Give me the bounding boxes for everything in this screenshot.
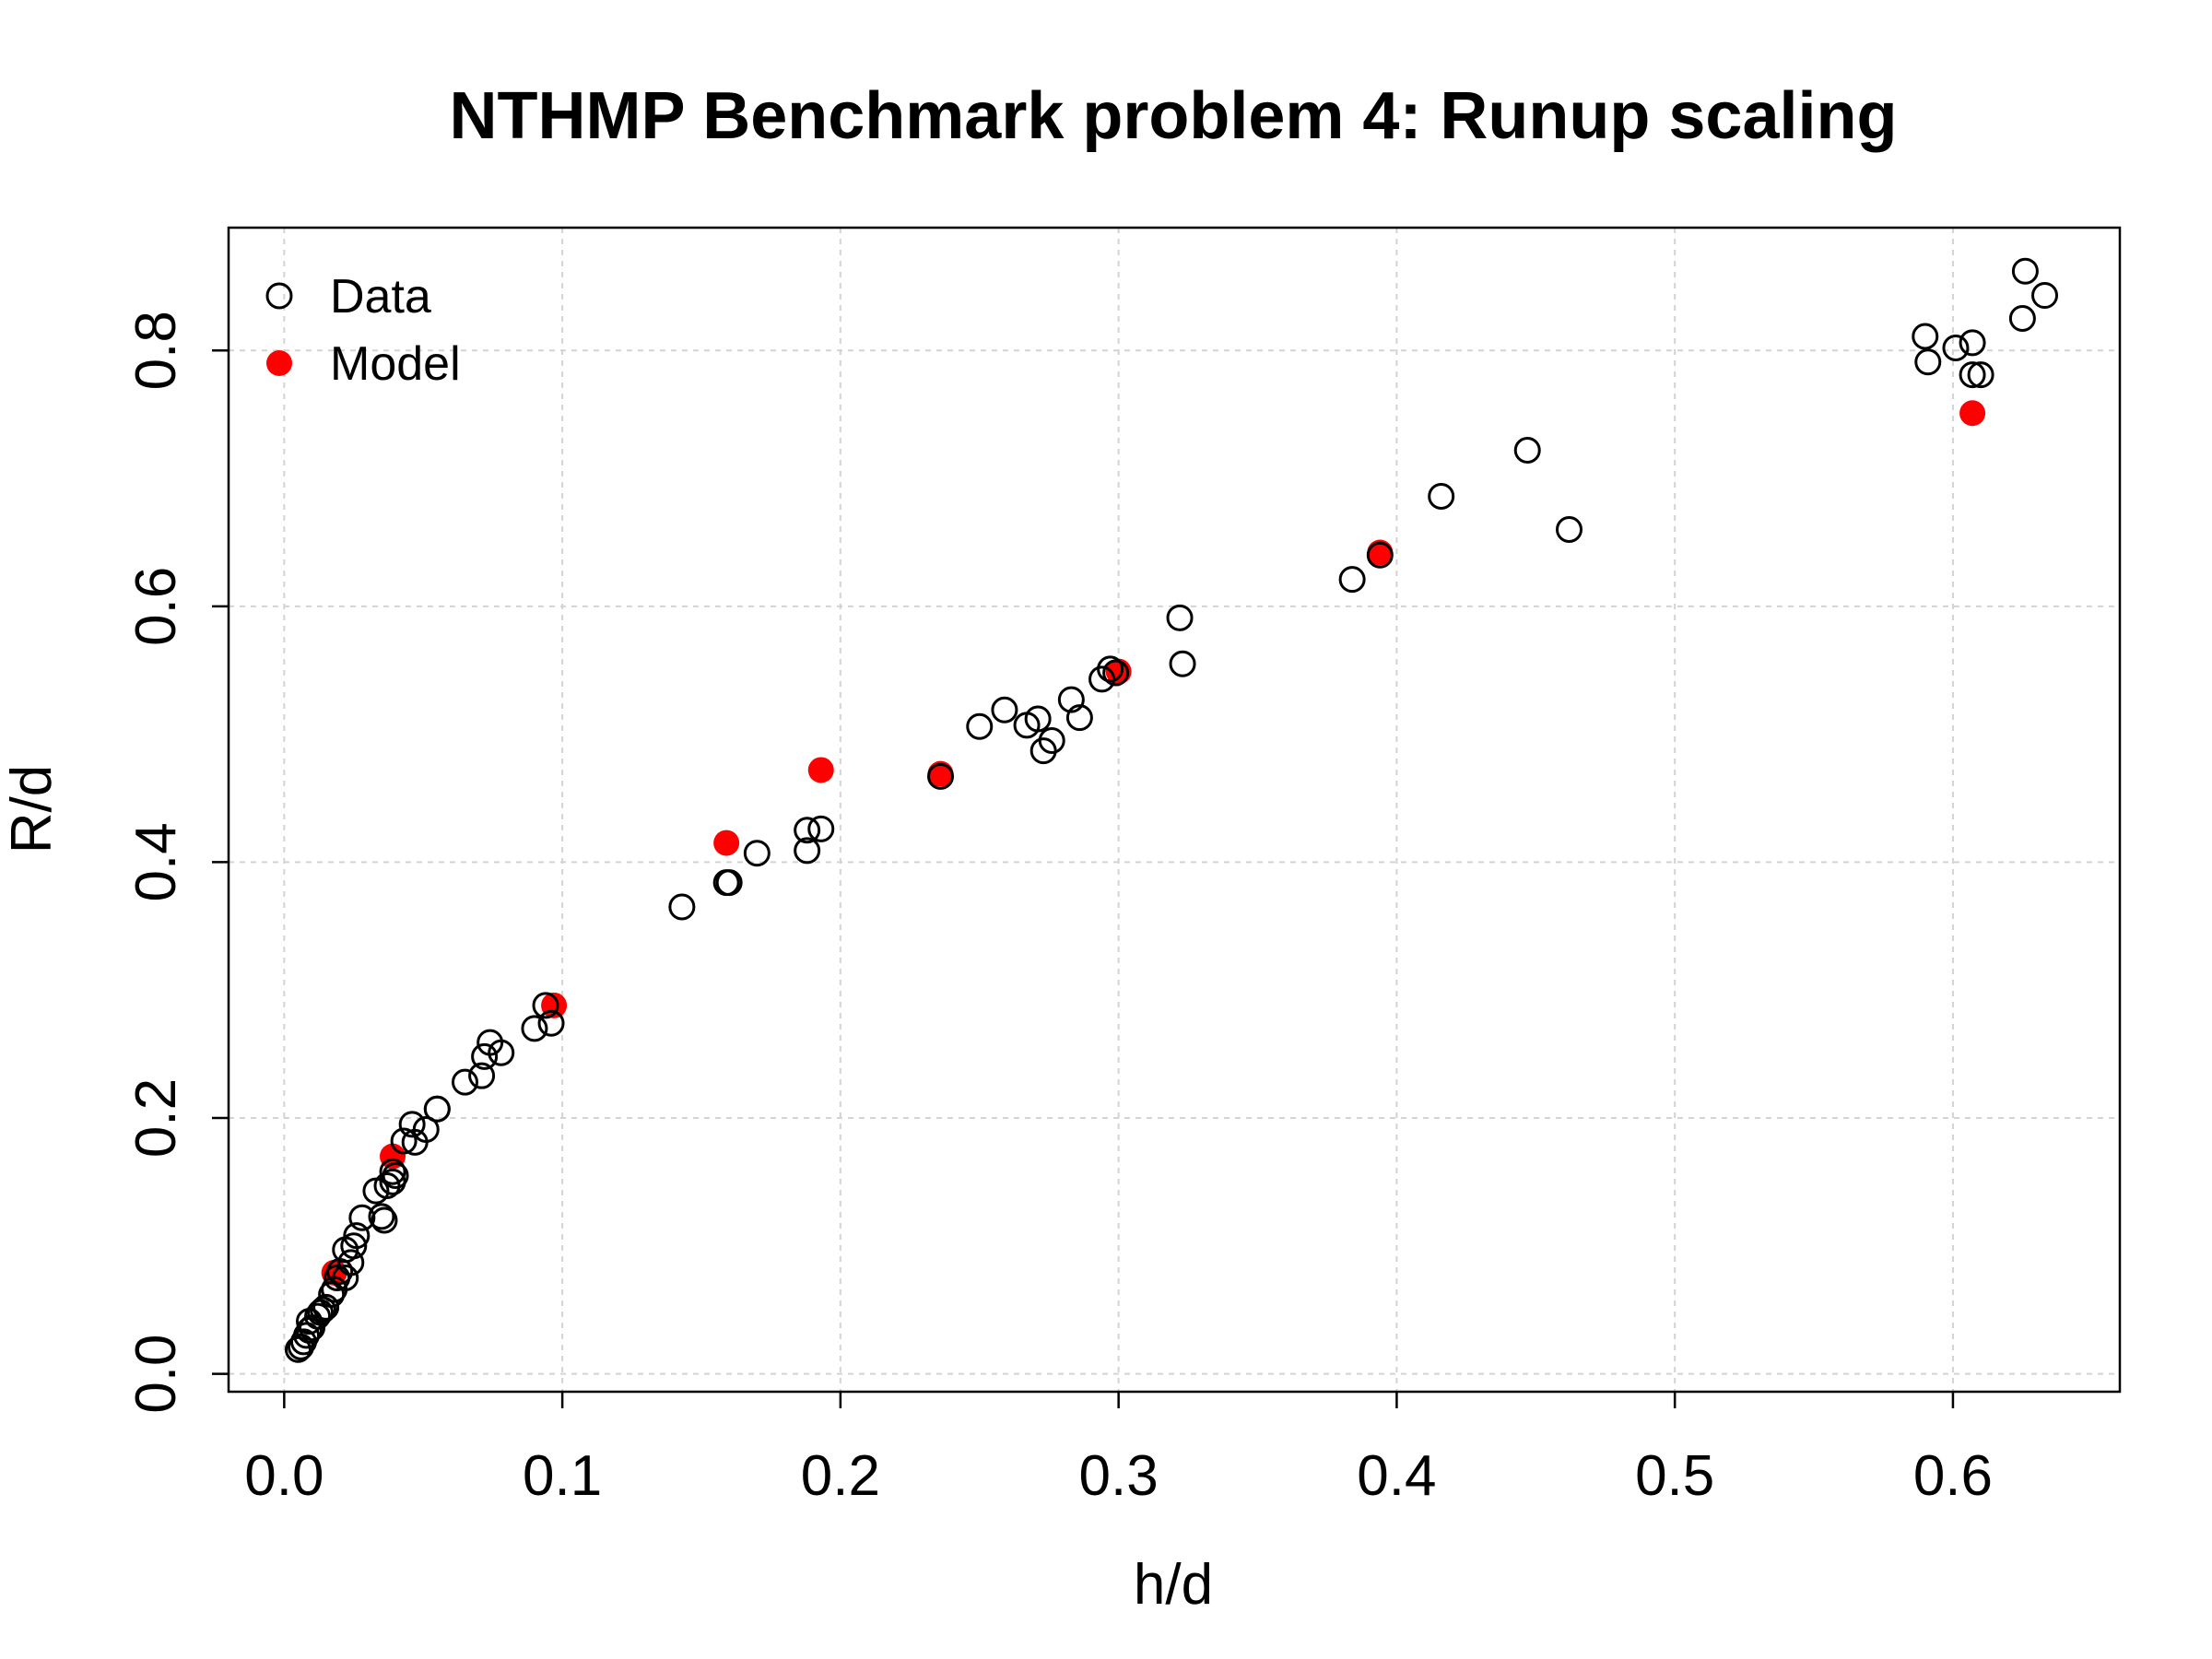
legend-data-marker [265, 282, 293, 310]
data-point [1065, 704, 1093, 732]
data-point [794, 817, 821, 844]
data-point [382, 1161, 409, 1189]
data-point [390, 1127, 418, 1155]
data-point [468, 1062, 496, 1089]
grid-lines [229, 228, 2120, 1392]
data-point [1169, 650, 1196, 677]
data-point [310, 1296, 337, 1324]
data-point [488, 1039, 515, 1066]
chart-title: NTHMP Benchmark problem 4: Runup scaling [450, 79, 1898, 153]
legend-data-label: Data [330, 270, 431, 324]
data-point [1024, 705, 1052, 733]
data-point [368, 1203, 395, 1230]
data-point [1428, 482, 1455, 510]
y-tick-label: 0.0 [124, 1334, 188, 1413]
x-tick-label: 0.6 [1913, 1444, 1993, 1508]
data-point [340, 1232, 368, 1260]
legend-model-marker [266, 350, 292, 376]
data-point [1338, 566, 1366, 594]
y-tick-label: 0.2 [124, 1078, 188, 1158]
data-point [1556, 516, 1583, 544]
data-point [318, 1281, 346, 1309]
legend-model-label: Model [330, 337, 461, 391]
data-point [371, 1206, 398, 1234]
data-point [2011, 257, 2039, 285]
plot-frame [227, 226, 2122, 1394]
data-point [1914, 348, 1942, 376]
model-point [713, 830, 740, 856]
x-tick-label: 0.5 [1635, 1444, 1714, 1508]
data-point [1513, 436, 1541, 464]
data-point [398, 1111, 426, 1138]
y-tick-label: 0.6 [124, 567, 188, 646]
data-point [966, 712, 994, 740]
y-tick-label: 0.8 [124, 311, 188, 390]
data-point [423, 1095, 451, 1123]
x-tick-label: 0.3 [1079, 1444, 1159, 1508]
data-point [304, 1302, 332, 1330]
data-point [1959, 329, 1986, 357]
x-tick-label: 0.0 [244, 1444, 324, 1508]
data-point [807, 815, 835, 842]
x-axis-label: h/d [1134, 1553, 1213, 1617]
data-point [2008, 305, 2036, 333]
y-tick-label: 0.4 [124, 822, 188, 901]
data-point [1912, 323, 1939, 350]
data-point [312, 1293, 340, 1321]
data-point [337, 1249, 365, 1277]
data-point [332, 1264, 359, 1291]
data-point [537, 1009, 565, 1037]
y-axis-label: R/d [0, 765, 64, 853]
data-point [991, 696, 1018, 724]
data-point [1967, 361, 1994, 389]
data-point [668, 893, 696, 921]
data-point [1942, 334, 1970, 361]
x-tick-label: 0.2 [801, 1444, 880, 1508]
model-point [1959, 400, 1986, 427]
data-point [1057, 686, 1085, 713]
data-point [2031, 282, 2059, 310]
data-point [348, 1204, 376, 1231]
data-point [532, 992, 559, 1019]
data-point [927, 762, 955, 790]
data-point [343, 1222, 371, 1250]
data-point [1366, 541, 1394, 569]
model-point [807, 757, 834, 783]
data-point [794, 837, 821, 865]
data-point [1102, 659, 1130, 687]
data-point [521, 1015, 548, 1042]
data-point [452, 1068, 478, 1096]
x-axis: 0.0 0.1 0.2 0.3 0.4 0.5 0.6 [244, 1392, 1993, 1508]
data-point [412, 1115, 440, 1143]
data-point [379, 1158, 406, 1185]
data-series [284, 257, 2059, 1363]
model-series [321, 400, 1986, 1286]
legend: Data Model [265, 270, 461, 391]
x-tick-label: 0.4 [1357, 1444, 1436, 1508]
y-axis: 0.0 0.2 0.4 0.6 0.8 [124, 311, 229, 1414]
data-point [471, 1042, 499, 1070]
data-point [1166, 604, 1194, 631]
data-point [743, 840, 771, 867]
data-point [715, 869, 743, 897]
data-point [1097, 655, 1124, 683]
data-point [1959, 361, 1986, 389]
x-tick-label: 0.1 [523, 1444, 602, 1508]
data-point [1038, 727, 1065, 755]
